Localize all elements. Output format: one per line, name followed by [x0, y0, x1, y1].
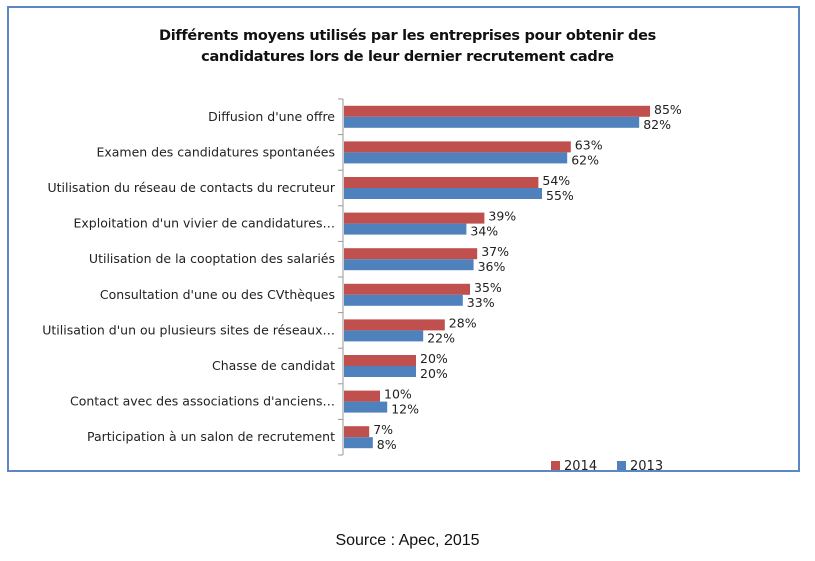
data-label-2013: 33%: [467, 295, 495, 310]
category-label: Consultation d'une ou des CVthèques: [100, 287, 335, 302]
category-label: Diffusion d'une offre: [208, 109, 335, 124]
data-label-2013: 34%: [470, 224, 498, 239]
data-label-2013: 8%: [377, 437, 397, 452]
chart-title-line-1: Différents moyens utilisés par les entre…: [158, 28, 656, 44]
bar-2013: [344, 366, 416, 377]
category-label: Utilisation du réseau de contacts du rec…: [47, 180, 335, 195]
data-label-2014: 37%: [481, 244, 509, 259]
chart-title-line-2: candidatures lors de leur dernier recrut…: [201, 49, 614, 65]
data-label-2014: 7%: [373, 422, 393, 437]
data-label-2014: 63%: [575, 137, 603, 152]
bar-2014: [344, 248, 478, 260]
data-label-2014: 54%: [542, 173, 570, 188]
legend-swatch-2014: [551, 461, 560, 470]
data-label-2014: 35%: [474, 280, 502, 295]
category-label: Utilisation de la cooptation des salarié…: [89, 251, 335, 266]
bar-2014: [344, 355, 416, 366]
category-label: Examen des candidatures spontanées: [96, 144, 335, 159]
bar-2013: [344, 152, 568, 164]
data-label-2014: 20%: [420, 351, 448, 366]
data-label-2014: 85%: [654, 102, 682, 117]
bar-2013: [344, 437, 373, 449]
data-label-2013: 20%: [420, 366, 448, 381]
data-label-2013: 36%: [478, 259, 506, 274]
bar-2014: [344, 212, 485, 224]
bar-2013: [344, 116, 640, 128]
data-label-2014: 28%: [449, 315, 477, 330]
bar-2013: [344, 223, 467, 235]
bar-2013: [344, 401, 388, 413]
chart-frame: [7, 6, 800, 472]
bar-2013: [344, 188, 542, 199]
bar-2014: [344, 105, 650, 117]
chart-title: Différents moyens utilisés par les entre…: [0, 26, 815, 68]
bar-2014: [344, 177, 539, 188]
bar-2014: [344, 283, 470, 295]
data-label-2013: 12%: [391, 402, 419, 417]
data-label-2014: 10%: [384, 387, 412, 402]
data-label-2013: 62%: [571, 152, 599, 167]
legend-label-2014: 2014: [564, 459, 597, 474]
legend-swatch-2013: [617, 461, 626, 470]
bar-2014: [344, 319, 445, 331]
bar-2014: [344, 426, 370, 438]
bar-2013: [344, 294, 463, 306]
data-label-2013: 22%: [427, 330, 455, 345]
data-label-2013: 82%: [643, 117, 671, 132]
category-label: Participation à un salon de recrutement: [87, 429, 335, 444]
category-label: Chasse de candidat: [212, 358, 335, 373]
data-label-2014: 39%: [488, 209, 516, 224]
bar-2013: [344, 330, 424, 342]
category-label: Contact avec des associations d'anciens…: [70, 394, 335, 409]
data-label-2013: 55%: [546, 188, 574, 203]
legend-label-2013: 2013: [630, 459, 663, 474]
bar-2013: [344, 259, 474, 271]
category-label: Exploitation d'un vivier de candidatures…: [74, 216, 335, 231]
category-label: Utilisation d'un ou plusieurs sites de r…: [42, 322, 335, 337]
bar-2014: [344, 390, 380, 402]
bar-2014: [344, 141, 571, 153]
source-caption: Source : Apec, 2015: [335, 532, 480, 549]
